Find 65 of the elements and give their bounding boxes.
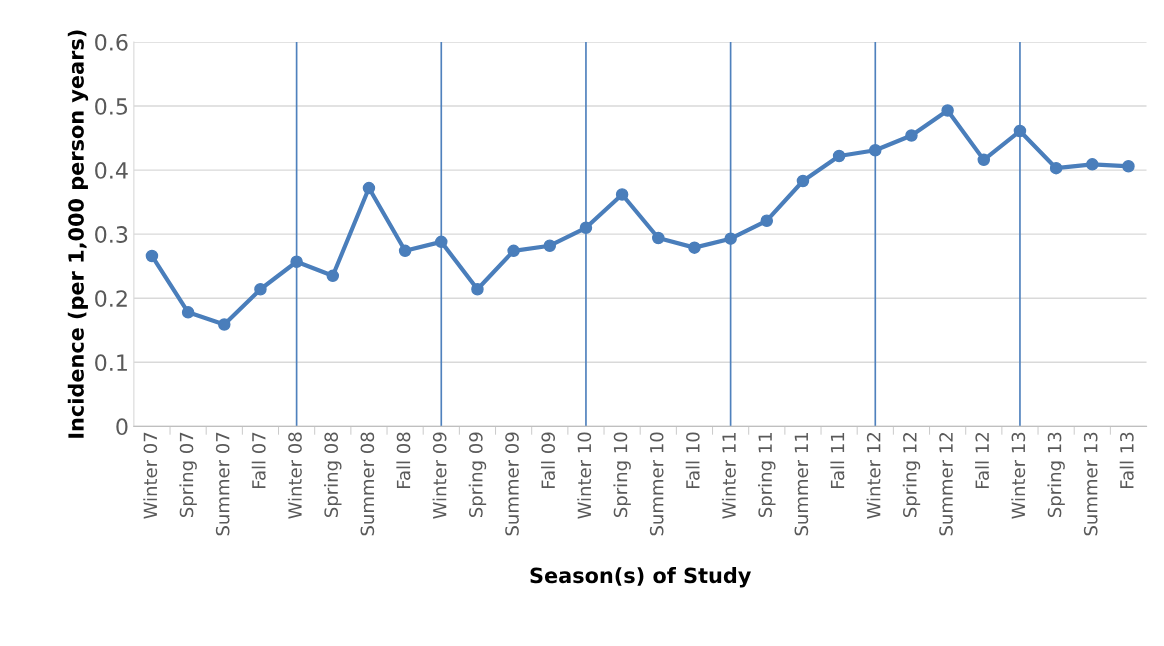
point: [615, 188, 629, 201]
x-tick-label: Summer 12: [939, 433, 953, 536]
y-tick-label: 0.1: [95, 354, 127, 372]
point: [254, 283, 267, 296]
point: [1086, 158, 1099, 171]
point: [290, 255, 303, 268]
y-tick-label: 0.2: [95, 290, 127, 307]
point: [362, 181, 376, 195]
point: [760, 214, 774, 227]
x-tick-label: Fall 10: [685, 432, 700, 488]
x-tick-label: Winter 08: [287, 432, 302, 519]
point: [796, 174, 810, 188]
x-tick-label: Spring 08: [324, 432, 342, 518]
point: [941, 104, 954, 117]
x-tick-label: Spring 13: [1047, 432, 1065, 518]
x-tick-label: Fall 09: [541, 432, 556, 488]
y-tick-label: 0.6: [95, 33, 128, 51]
x-tick-label: Spring 09: [468, 432, 487, 518]
point: [977, 153, 991, 167]
x-tick-label: Fall 13: [1119, 432, 1134, 488]
point: [869, 144, 882, 157]
x-tick-label: Winter 11: [721, 432, 736, 519]
x-tick-label: Winter 12: [866, 433, 881, 519]
y-axis-title: Incidence (per 1,000 person years): [67, 30, 89, 438]
point: [218, 318, 231, 331]
point: [579, 221, 593, 235]
point: [905, 129, 918, 142]
x-tick-label: Winter 07: [143, 432, 158, 519]
point: [471, 283, 484, 296]
point: [688, 241, 701, 254]
y-tick-label: 0: [116, 418, 128, 436]
x-tick-label: Summer 10: [649, 432, 664, 536]
x-tick-label: Spring 10: [613, 432, 631, 518]
x-tick-label: Spring 11: [758, 432, 776, 518]
y-tick-label: 0.3: [95, 226, 128, 243]
x-tick-label: Summer 11: [794, 432, 809, 536]
point: [1013, 124, 1027, 138]
point: [1049, 161, 1063, 175]
point: [543, 239, 557, 252]
point: [832, 149, 846, 163]
x-tick-label: Fall 11: [830, 432, 845, 488]
x-tick-label: Spring 12: [902, 433, 921, 518]
point: [398, 244, 412, 258]
point: [435, 235, 448, 249]
x-tick-label: Summer 13: [1083, 432, 1098, 536]
point: [145, 249, 159, 263]
point: [1122, 160, 1135, 173]
point: [326, 269, 340, 283]
x-tick-label: Winter 10: [577, 432, 592, 519]
x-tick-label: Winter 13: [1011, 432, 1026, 519]
y-tick-label: 0.5: [95, 98, 128, 115]
point: [724, 232, 737, 245]
x-tick-label: Fall 07: [251, 432, 266, 488]
x-axis-title: Season(s) of Study: [530, 567, 751, 588]
point: [181, 306, 195, 319]
x-tick-label: Fall 12: [975, 433, 990, 488]
point: [507, 244, 520, 258]
y-tick-label: 0.4: [95, 162, 128, 179]
x-tick-label: Spring 07: [179, 432, 197, 518]
x-tick-label: Summer 09: [505, 432, 519, 536]
x-tick-label: Fall 08: [396, 432, 411, 488]
x-tick-label: Winter 09: [432, 432, 447, 519]
x-tick-label: Summer 07: [215, 432, 230, 536]
point: [652, 231, 665, 245]
x-tick-label: Summer 08: [360, 432, 375, 536]
